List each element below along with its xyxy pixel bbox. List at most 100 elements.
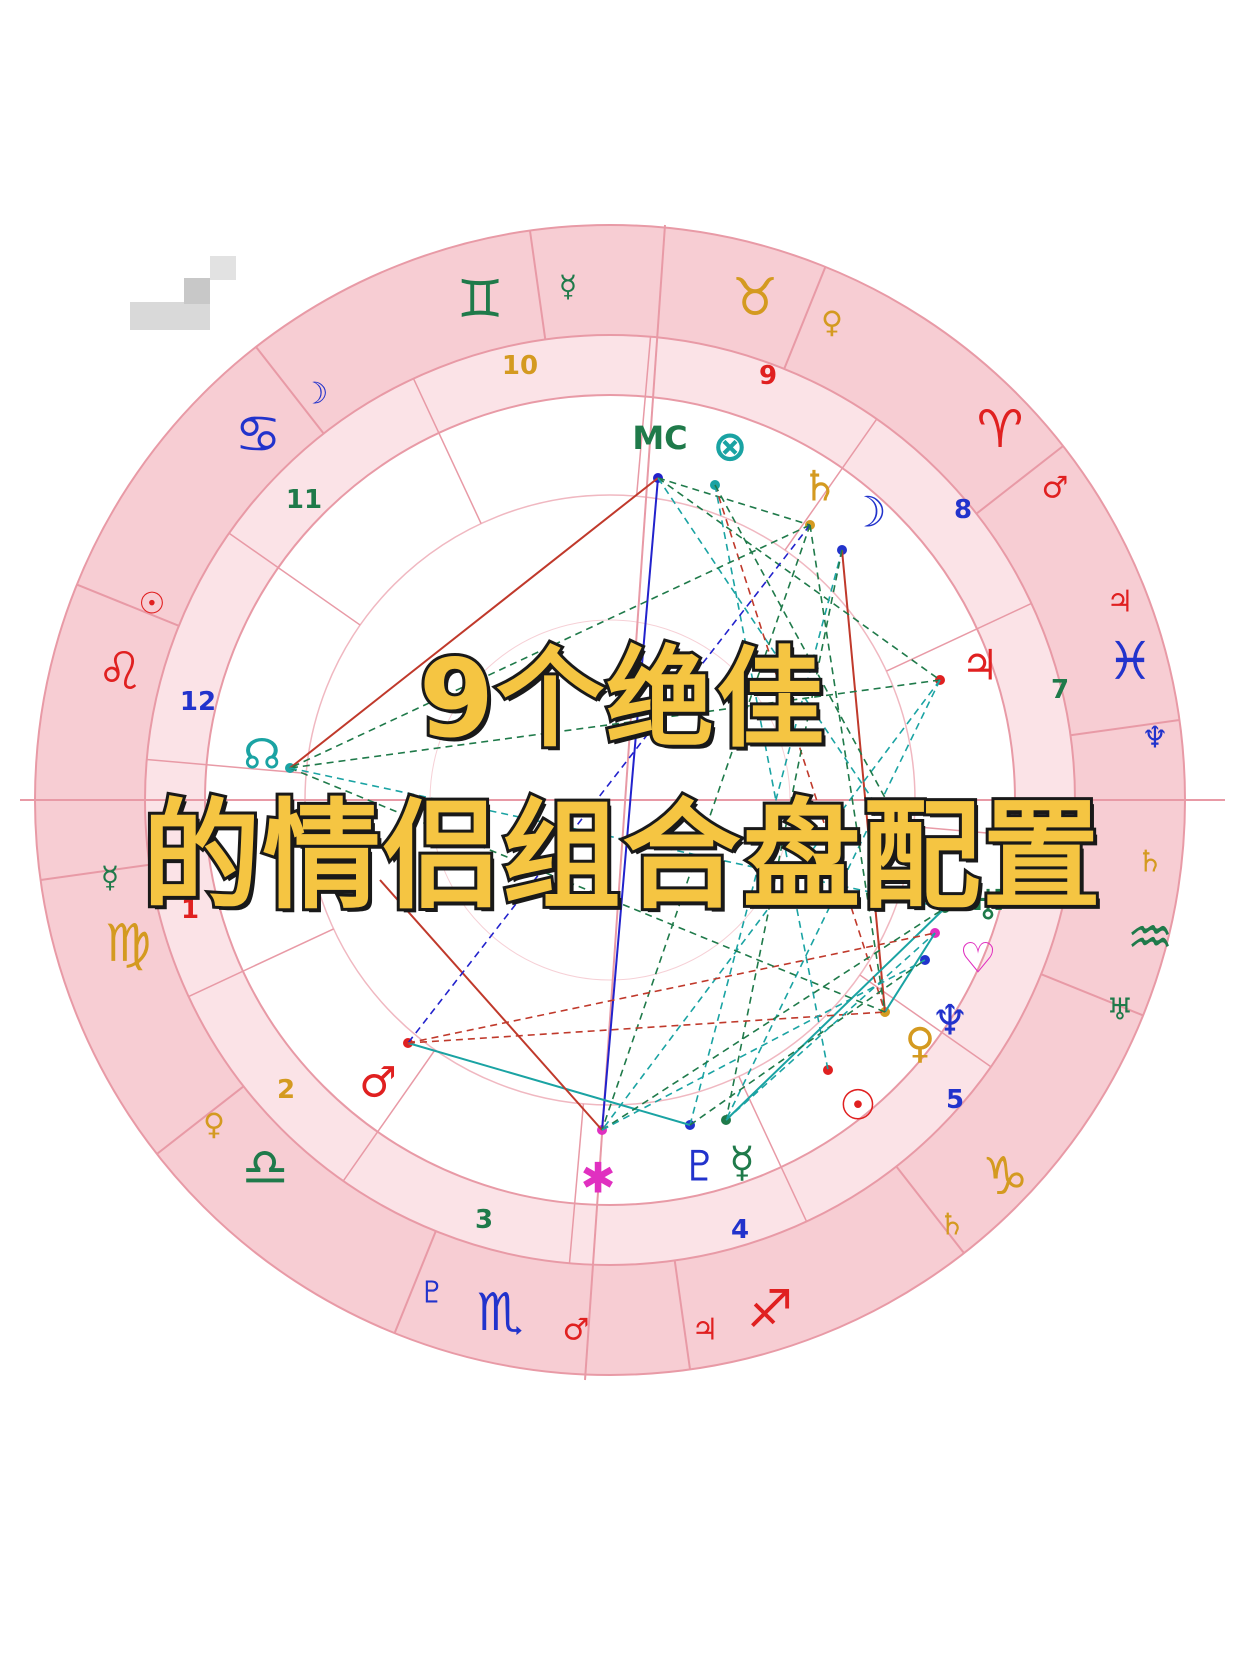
midheaven-axis [584,224,666,1381]
taurus-sign: ♉ [732,268,779,328]
venus-ruler-taurus: ♀ [821,306,843,341]
house-number-7: 7 [1051,675,1069,705]
sign-divider [783,266,827,370]
gemini-sign: ♊ [457,270,504,330]
mars-planet: ♂ [359,1058,397,1107]
sign-divider [1070,718,1180,737]
aspect-line-dashed [725,932,936,1121]
saturn-planet: ♄ [801,462,839,511]
house-cusp [784,418,878,551]
jupiter-planet: ♃ [961,641,999,690]
aspect-line-dashed [289,767,946,909]
house-number-9: 9 [759,361,777,391]
sign-divider [76,583,180,627]
house-cusp [412,378,482,524]
aspect-line-dashed [809,524,886,1013]
aspect-line-solid [407,1042,691,1126]
sign-divider [40,863,150,882]
pisces-sign: ♓ [1107,632,1154,692]
sun-planet: ☉ [839,1081,877,1130]
house-number-8: 8 [954,495,972,525]
aspect-line-dashed [657,477,811,526]
house-number-11: 11 [286,485,322,515]
midheaven-label: MC [632,419,687,457]
sagittarius-sign: ♐ [747,1280,794,1340]
aspect-line-dashed [657,477,946,909]
aspect-line-dashed [407,1011,886,1044]
moon-ruler-cancer: ☽ [302,377,329,412]
blurred-watermark-block [184,278,210,304]
neptune-ruler-pisces: ♆ [1142,721,1169,756]
jupiter-ruler-sagittarius: ♃ [692,1313,719,1348]
house-number-6: 6 [1051,880,1069,910]
uranus-ruler-aquarius: ♅ [1107,993,1134,1028]
house-cusp [886,602,1032,672]
leo-sign: ♌ [97,642,144,702]
mercury-ruler-gemini: ☿ [559,270,577,305]
sun-dot [823,1065,833,1075]
aspect-line-dashed [714,484,946,909]
house-cusp [342,1049,436,1182]
sign-divider [255,346,325,435]
aspect-line-dashed [689,549,843,1126]
aspect-line-dashed [407,524,811,1044]
blurred-watermark [130,302,210,330]
cancer-sign: ♋ [235,405,282,465]
house-cusp [188,928,334,998]
neptune-planet: ♆ [931,996,969,1045]
libra-sign: ♎ [242,1138,289,1198]
capricorn-sign: ♑ [982,1147,1029,1207]
house-number-12: 12 [180,687,216,717]
sign-divider [156,1085,245,1155]
north-node-planet: ☊ [243,730,280,779]
sign-divider [975,445,1064,515]
sun-ruler-leo: ☉ [139,587,166,622]
aquarius-sign: ♒ [1127,908,1174,968]
aspect-line-dashed [601,907,946,1131]
aspect-line-solid [725,907,946,1121]
house-number-2: 2 [277,1075,295,1105]
aspect-line-solid [289,477,659,769]
venus-planet: ♀ [905,1019,936,1068]
part-of-fortune-planet: ⊗ [712,422,747,471]
headline-line-1: 9个绝佳 [416,634,827,765]
aspect-line-dashed [714,484,886,1013]
blurred-watermark-block-top [210,256,236,280]
aspect-line-dashed [714,484,829,1071]
aspect-line-dashed [601,959,926,1131]
mercury-planet: ☿ [729,1138,755,1187]
aspect-line-dashed [289,679,941,769]
virgo-sign: ♍ [105,914,152,974]
aspect-line-dashed [725,679,941,1121]
house-number-1: 1 [181,895,199,925]
lilith-heart-planet: ♡ [959,934,997,983]
house-number-4: 4 [731,1215,749,1245]
jupiter-ruler-pisces: ♃ [1107,585,1134,620]
sign-divider [895,1165,965,1254]
aspect-line-dashed [725,549,843,1121]
mars-ruler-scorpio: ♂ [563,1313,590,1348]
aspect-line-solid [601,477,659,1131]
mars-ruler-aries: ♂ [1042,471,1069,506]
aspect-line-dashed [601,524,811,1131]
house-number-3: 3 [475,1205,493,1235]
house-cusp [913,825,1074,842]
uranus-planet: ♅ [969,881,1007,930]
house-cusp [738,1076,808,1222]
headline-line-2: 的情侣组合盘配置 [139,784,1103,928]
moon-planet: ☽ [849,488,887,537]
sign-divider [393,1230,437,1334]
aries-sign: ♈ [977,400,1024,460]
aspect-line-dashed [407,932,936,1044]
sign-divider [1040,973,1144,1017]
house-cusp [228,532,361,626]
chiron-star-planet: ✱ [580,1154,615,1203]
house-cusp [568,1103,585,1264]
house-cusp [146,758,307,775]
sign-divider [528,230,547,340]
sign-divider [673,1260,692,1370]
mercury-ruler-virgo: ☿ [101,861,119,896]
pluto-ruler-scorpio: ♇ [419,1276,446,1311]
house-number-5: 5 [946,1085,964,1115]
